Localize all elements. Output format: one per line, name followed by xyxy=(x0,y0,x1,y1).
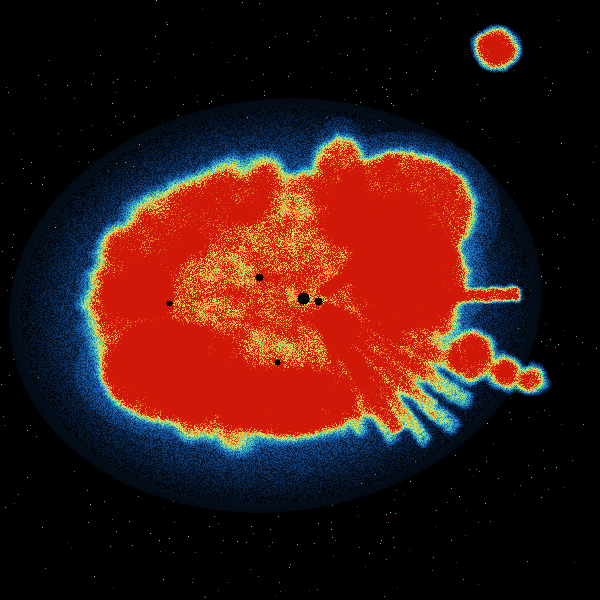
image-canvas: cubehelix-jet 11 1 xyxy=(0,0,600,600)
astronomical-intensity-map xyxy=(0,0,600,600)
